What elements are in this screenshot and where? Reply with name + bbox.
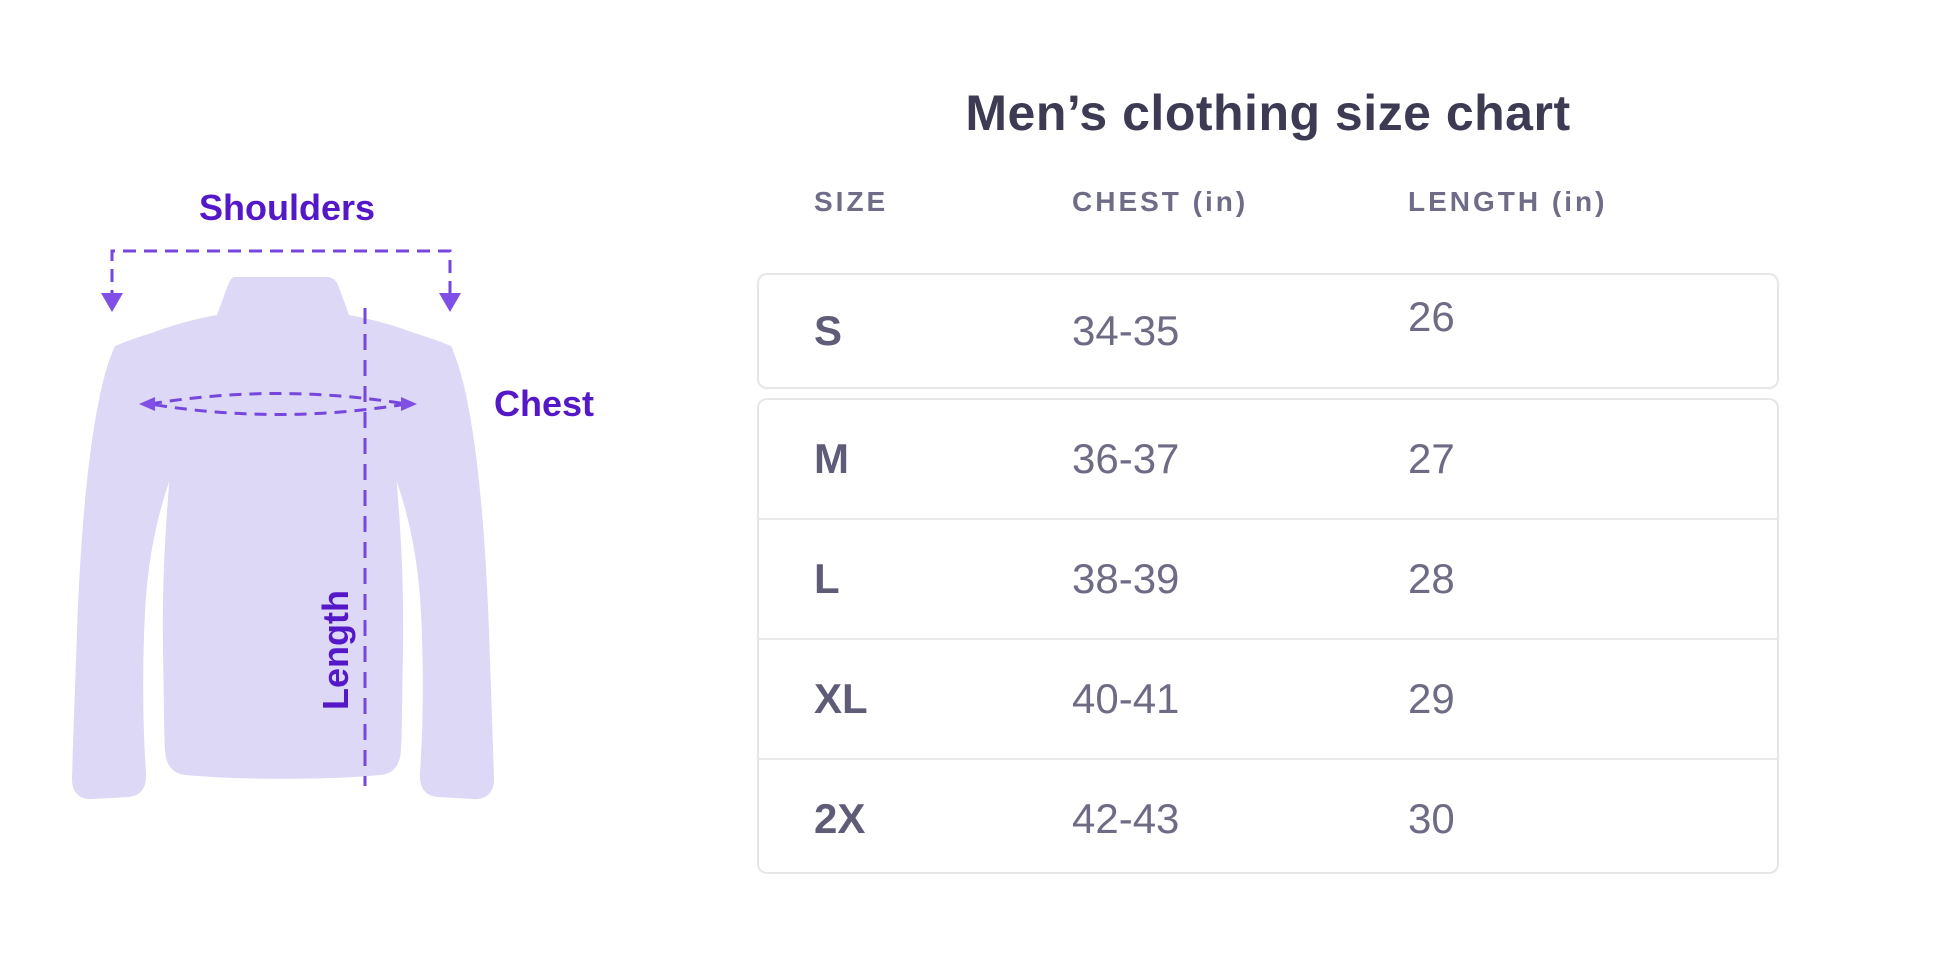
- shoulders-measure-bracket: [110, 249, 452, 303]
- column-header-size: SIZE: [814, 186, 889, 217]
- chest-cell: 36-37: [1072, 435, 1180, 482]
- length-cell: 28: [1408, 555, 1455, 602]
- chest-arrow-right-icon: [401, 397, 417, 411]
- shirt-illustration: [72, 249, 494, 800]
- chest-cell: 38-39: [1072, 555, 1180, 602]
- table-row: S 34-35 26: [759, 275, 1777, 387]
- chart-title: Men’s clothing size chart: [965, 85, 1571, 141]
- length-cell: 26: [1408, 293, 1455, 340]
- chest-cell: 34-35: [1072, 307, 1180, 354]
- length-cell: 30: [1408, 795, 1455, 842]
- chest-measure-ellipse: [149, 392, 407, 416]
- size-table-card: M 36-37 27 L 38-39 28 XL 40-41 29 2X 42-…: [757, 398, 1779, 874]
- shoulders-label: Shoulders: [199, 187, 376, 228]
- size-cell: XL: [814, 675, 868, 722]
- shoulders-arrow-left-icon: [101, 293, 123, 312]
- size-cell: S: [814, 307, 843, 354]
- table-row: L 38-39 28: [759, 518, 1777, 638]
- table-row: XL 40-41 29: [759, 638, 1777, 758]
- chest-arrow-left-icon: [139, 397, 155, 411]
- length-label: Length: [315, 590, 357, 710]
- table-row: 2X 42-43 30: [759, 758, 1777, 878]
- size-cell: 2X: [814, 795, 866, 842]
- size-cell: M: [814, 435, 849, 482]
- shirt-measurement-diagram: Shoulders Chest Length: [0, 0, 700, 900]
- size-row-card-s: S 34-35 26: [757, 273, 1779, 389]
- size-cell: L: [814, 555, 840, 602]
- column-header-chest: CHEST (in): [1072, 186, 1249, 217]
- length-cell: 29: [1408, 675, 1455, 722]
- table-row: M 36-37 27: [759, 400, 1777, 518]
- column-header-length: LENGTH (in): [1408, 186, 1608, 217]
- chest-label: Chest: [494, 383, 595, 424]
- shoulders-arrow-right-icon: [439, 293, 461, 312]
- chest-cell: 42-43: [1072, 795, 1180, 842]
- shirt-body: [115, 277, 451, 779]
- length-cell: 27: [1408, 435, 1455, 482]
- chest-cell: 40-41: [1072, 675, 1180, 722]
